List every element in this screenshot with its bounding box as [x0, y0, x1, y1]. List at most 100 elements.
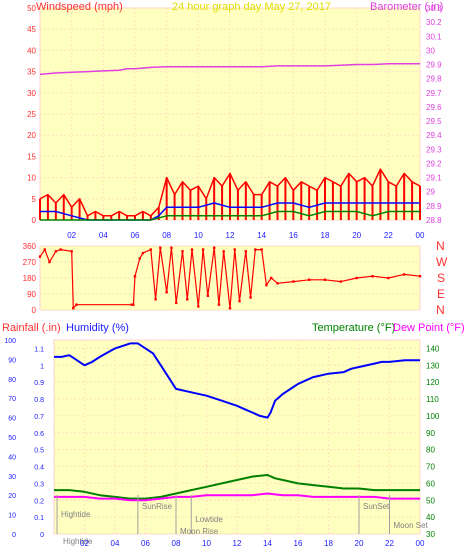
- humidity-y-tick-label: 0: [40, 532, 44, 539]
- wind-direction-point: [72, 307, 75, 310]
- humidity-y-tick-label: 0.2: [34, 498, 44, 505]
- baro-y-tick-label: 29.8: [426, 75, 442, 84]
- baro-y-tick-label: 30: [426, 46, 435, 55]
- temp-y-tick-label: 110: [426, 395, 439, 404]
- wind-direction-point: [222, 250, 225, 253]
- rain-y-tick-label: 80: [8, 377, 16, 384]
- wind-direction-point: [133, 275, 137, 278]
- barometer-axis-title: Barometer (.in): [370, 1, 443, 13]
- temperature-line: [54, 474, 420, 500]
- dir-y-tick-label: 180: [23, 274, 37, 283]
- baro-y-tick-label: 28.8: [426, 216, 442, 225]
- wind-direction-point: [138, 257, 141, 260]
- wind-direction-point: [307, 278, 311, 281]
- baro-y-tick-label: 29: [426, 188, 435, 197]
- wind-direction-point: [170, 246, 173, 249]
- hum-x-tick-label: 14: [263, 539, 272, 548]
- wind-direction-point: [292, 280, 295, 283]
- event-annotations: Hightide Hightide SunRise Lowtide Moon Rise S…: [56, 495, 429, 546]
- temp-y-tick-label: 120: [426, 378, 440, 387]
- baro-y-tick-label: 29.4: [426, 131, 442, 140]
- wind-direction-point: [75, 303, 78, 306]
- direction-label-s: S: [437, 271, 445, 285]
- temperature-axis-title: Temperature (°F): [312, 322, 395, 334]
- wind-x-tick-label: 08: [162, 231, 171, 240]
- barometer-series: [39, 63, 420, 76]
- windspeed-line: [39, 168, 421, 217]
- rain-y-tick-label: 10: [8, 513, 16, 520]
- baro-y-tick-label: 30.3: [426, 4, 442, 13]
- wind-direction-point: [387, 276, 390, 280]
- wind-direction-point: [217, 303, 221, 306]
- wind-x-tick-label: 10: [194, 231, 203, 240]
- windspeed-axis-title: Windspeed (mph): [36, 1, 123, 13]
- wind-direction-point: [181, 250, 184, 253]
- wind-direction-point: [130, 303, 134, 306]
- baro-y-tick-label: 29.7: [426, 89, 442, 98]
- wind-direction-point: [276, 282, 279, 285]
- wind-y-tick-label: 5: [32, 195, 37, 204]
- wind-direction-point: [254, 248, 257, 251]
- humidity-y-tick-label: 0.4: [34, 465, 44, 472]
- wind-direction-point: [174, 301, 178, 305]
- event-label: SunRise: [142, 502, 173, 511]
- wind-direction-point: [418, 275, 422, 278]
- humidity-y-tick-label: 0.3: [34, 481, 44, 488]
- rain-y-tick-label: 50: [8, 435, 16, 442]
- humidity-line: [54, 342, 420, 419]
- wind-direction-point: [197, 305, 200, 308]
- wind-direction-point: [269, 276, 273, 280]
- hum-x-tick-label: 18: [324, 539, 333, 548]
- hum-x-tick-label: 00: [416, 539, 425, 548]
- wind-direction-point: [38, 255, 42, 258]
- temp-y-tick-label: 80: [426, 446, 435, 455]
- wind-x-tick-label: 00: [416, 231, 425, 240]
- wind-x-tick-label: 22: [384, 231, 393, 240]
- wind-y-tick-label: 25: [27, 110, 36, 119]
- hum-x-tick-label: 10: [202, 539, 211, 548]
- wind-direction-point: [228, 307, 232, 310]
- humidity-y-tick-label: 0.9: [34, 380, 44, 387]
- wind-direction-point: [165, 291, 168, 294]
- wind-direction-point: [48, 260, 51, 264]
- hum-x-tick-label: 16: [294, 539, 303, 548]
- baro-y-tick-label: 29.6: [426, 103, 442, 112]
- baro-y-tick-label: 29.2: [426, 159, 442, 168]
- windspeed-series: [39, 168, 421, 220]
- dir-y-tick-label: 270: [23, 258, 37, 267]
- direction-label-e: E: [437, 287, 445, 301]
- wind-direction-point: [206, 294, 210, 297]
- wind-y-tick-label: 40: [27, 46, 36, 55]
- rain-y-tick-label: 20: [8, 493, 16, 500]
- wind-direction-point: [265, 283, 268, 287]
- rain-y-tick-label: 0: [12, 532, 16, 539]
- wind-direction-point: [201, 248, 205, 251]
- event-label: Moon Rise: [180, 527, 219, 536]
- dir-y-tick-label: 90: [27, 290, 36, 299]
- humidity-y-tick-label: 0.1: [34, 515, 44, 522]
- hum-x-tick-label: 12: [233, 539, 242, 548]
- wind-direction-point: [323, 278, 327, 281]
- wind-direction-point: [149, 248, 153, 251]
- dewpoint-axis-title: Dew Point (°F): [393, 322, 465, 334]
- wind-x-tick-label: 06: [131, 231, 140, 240]
- barometer-line: [39, 63, 420, 76]
- rain-y-tick-label: 60: [8, 416, 16, 423]
- temperature-series: [54, 474, 420, 500]
- event-label: Hightide: [61, 510, 91, 519]
- temp-y-tick-label: 100: [426, 412, 440, 421]
- wind-y-tick-label: 15: [27, 152, 36, 161]
- hum-x-tick-label: 22: [385, 539, 394, 548]
- wind-direction-series: [38, 246, 422, 310]
- hum-x-tick-label: 06: [141, 539, 150, 548]
- wind-y-tick-label: 0: [32, 216, 37, 225]
- wind-x-tick-label: 12: [226, 231, 235, 240]
- direction-label-w: W: [436, 255, 448, 269]
- direction-label-n-top: N: [436, 239, 445, 253]
- wind-direction-point: [212, 246, 216, 249]
- humidity-y-tick-label: 0.7: [34, 414, 44, 421]
- chart-title: 24 hour graph day May 27, 2017: [172, 1, 331, 13]
- temp-y-tick-label: 30: [426, 530, 435, 539]
- wind-direction-point: [260, 248, 263, 251]
